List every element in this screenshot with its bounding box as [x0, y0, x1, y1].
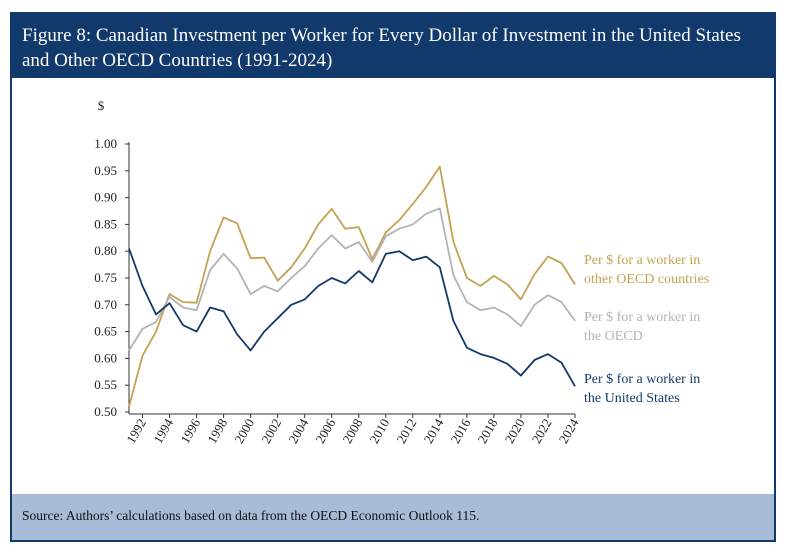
x-tick-label: 1992	[123, 416, 149, 446]
y-tick-label: 0.90	[94, 190, 117, 205]
y-tick-label: 0.50	[94, 404, 117, 419]
chart-series	[128, 165, 576, 407]
series-label: Per $ for a worker in the OECD	[584, 310, 700, 344]
x-tick-label: 2024	[556, 416, 582, 446]
x-tick-label: 2002	[258, 416, 284, 446]
series-label-line: Per $ for a worker in	[584, 253, 700, 268]
line-chart: 1.00 0.95 0.90 0.85 0.80 0.75 0.70 0.65 0.60 0.55…	[94, 98, 709, 446]
y-tick-label: 0.65	[94, 324, 117, 339]
series-line	[128, 165, 576, 407]
x-tick-label: 2004	[285, 416, 311, 446]
x-tick-label: 2012	[393, 416, 419, 446]
series-label-line: Per $ for a worker in	[584, 372, 700, 387]
x-tick-label: 2010	[366, 416, 392, 446]
x-tick-label: 2006	[312, 416, 338, 446]
y-tick-label: 1.00	[94, 136, 117, 151]
series-line	[128, 207, 576, 351]
chart-axes: 1.00 0.95 0.90 0.85 0.80 0.75 0.70 0.65 0.60 0.55…	[94, 98, 582, 446]
series-label-line: Per $ for a worker in	[584, 310, 700, 325]
x-tick-label: 2018	[475, 416, 501, 446]
y-tick-label: 0.70	[94, 297, 117, 312]
source-note: Source: Authors’ calculations based on d…	[12, 494, 774, 540]
series-label: Per $ for a worker in the United States	[584, 372, 700, 406]
x-tick-label: 2000	[231, 416, 257, 446]
y-tick-label: 0.95	[94, 163, 117, 178]
y-tick-label: 0.75	[94, 270, 117, 285]
y-tick-label: 0.80	[94, 243, 117, 258]
series-label: Per $ for a worker in other OECD countrie…	[584, 253, 709, 287]
series-label-line: the United States	[584, 391, 680, 406]
series-labels: Per $ for a worker in other OECD countrie…	[584, 253, 709, 406]
x-tick-label: 1994	[150, 416, 176, 446]
y-tick-label: 0.60	[94, 350, 117, 365]
x-tick-label: 1998	[204, 416, 230, 446]
x-tick-label: 1996	[177, 416, 203, 446]
y-axis-label: $	[98, 98, 105, 113]
x-tick-label: 2020	[502, 416, 528, 446]
series-label-line: the OECD	[584, 329, 643, 344]
figure-title: Figure 8: Canadian Investment per Worker…	[12, 14, 774, 78]
x-tick-label: 2008	[339, 416, 365, 446]
x-tick-label: 2014	[420, 416, 446, 446]
y-tick-label: 0.55	[94, 377, 117, 392]
figure-frame: Figure 8: Canadian Investment per Worker…	[10, 12, 776, 542]
series-label-line: other OECD countries	[584, 272, 709, 287]
x-tick-label: 2016	[447, 416, 473, 446]
x-tick-label: 2022	[529, 416, 555, 446]
series-line	[128, 248, 576, 387]
y-tick-label: 0.85	[94, 216, 117, 231]
